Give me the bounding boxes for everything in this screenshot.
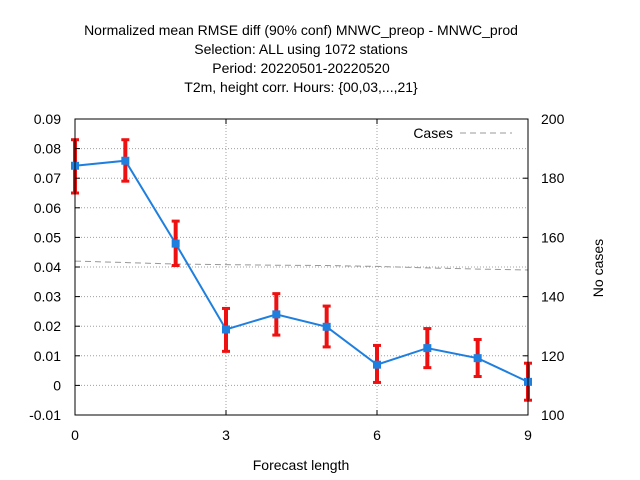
x-tick-label: 3	[222, 427, 230, 443]
y2-tick-label: 140	[541, 289, 565, 305]
y2-axis-tick-labels: 100 120 140 160 180 200	[541, 111, 565, 423]
y2-tick-label: 160	[541, 229, 565, 245]
data-point	[121, 156, 130, 165]
error-bars	[71, 138, 532, 402]
legend: Cases	[413, 125, 512, 141]
y-tick-label: 0.08	[34, 141, 61, 157]
plot-frame	[74, 118, 529, 416]
data-point	[272, 310, 281, 319]
y-tick-label: 0	[53, 377, 61, 393]
rmse-diff-series	[74, 159, 529, 383]
x-tick-label: 6	[373, 427, 381, 443]
cases-series	[74, 260, 529, 271]
y2-tick-label: 180	[541, 170, 565, 186]
y2-tick-label: 120	[541, 348, 565, 364]
y-tick-label: -0.01	[29, 407, 61, 423]
y-tick-label: 0.03	[34, 289, 61, 305]
x-tick-label: 9	[524, 427, 532, 443]
chart-title-line-0: Normalized mean RMSE diff (90% conf) MNW…	[84, 22, 518, 38]
y-tick-label: 0.02	[34, 318, 61, 334]
y2-axis-label: No cases	[590, 239, 606, 297]
data-point	[322, 322, 331, 331]
grid	[75, 119, 528, 415]
cases-line	[74, 260, 529, 271]
y2-tick-label: 100	[541, 407, 565, 423]
data-point	[423, 344, 432, 353]
y2-tick-label: 200	[541, 111, 565, 127]
data-points	[71, 156, 532, 386]
axis-ticks	[74, 118, 529, 416]
data-point	[373, 360, 381, 369]
x-axis-tick-labels: 0 3 6 9	[71, 427, 532, 443]
data-point	[171, 239, 180, 248]
data-point	[222, 325, 230, 334]
rmse-diff-line	[74, 159, 529, 383]
x-axis-label: Forecast length	[253, 457, 350, 473]
y-tick-label: 0.09	[34, 111, 61, 127]
chart-title-line-3: T2m, height corr. Hours: {00,03,...,21}	[184, 79, 418, 95]
chart-title: Normalized mean RMSE diff (90% conf) MNW…	[84, 22, 518, 95]
legend-label-cases: Cases	[413, 125, 453, 141]
y-tick-label: 0.07	[34, 170, 61, 186]
chart-title-line-1: Selection: ALL using 1072 stations	[194, 41, 408, 57]
chart-title-line-2: Period: 20220501-20220520	[212, 60, 390, 76]
x-tick-label: 0	[71, 427, 79, 443]
y-tick-label: 0.01	[34, 348, 61, 364]
y-tick-label: 0.04	[34, 259, 61, 275]
data-point	[473, 354, 482, 363]
y-tick-label: 0.06	[34, 200, 61, 216]
y-axis-tick-labels: -0.01 0 0.01 0.02 0.03 0.04 0.05 0.06 0.07 0.08 0.…	[29, 111, 61, 423]
y-tick-label: 0.05	[34, 229, 61, 245]
